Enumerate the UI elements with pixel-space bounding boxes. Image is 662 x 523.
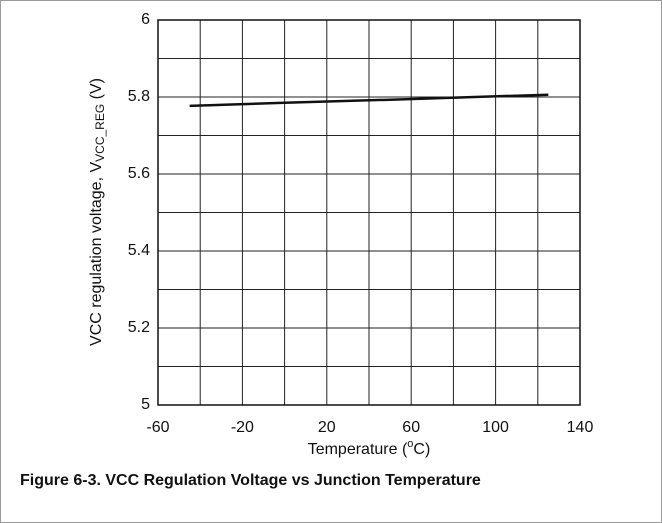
y-tick-label: 5.2: [128, 319, 150, 336]
plot-frame: [157, 19, 581, 406]
x-label-main: Temperature (: [308, 441, 408, 458]
x-tick-label: 20: [318, 419, 336, 436]
y-tick-label: 5.8: [128, 88, 150, 105]
x-label-unit: C): [413, 441, 430, 458]
x-tick-label: -60: [146, 419, 169, 436]
y-label-sub: VCC_REG: [93, 104, 107, 162]
y-label-unit: (V): [88, 78, 105, 104]
x-tick-label: 100: [482, 419, 509, 436]
x-axis-label: Temperature (oC): [308, 438, 431, 458]
y-tick-label: 5.4: [128, 242, 150, 259]
y-tick-label: 6: [141, 11, 150, 28]
y-tick-label: 5: [141, 396, 150, 413]
y-tick-label: 5.6: [128, 165, 150, 182]
y-label-main: VCC regulation voltage, V: [88, 162, 105, 346]
x-tick-label: 140: [567, 419, 594, 436]
x-label-sup: o: [407, 438, 413, 450]
x-tick-label: 60: [402, 419, 420, 436]
data-line: [189, 93, 549, 108]
x-tick-label: -20: [231, 419, 254, 436]
caption: Figure 6-3. VCC Regulation Voltage vs Ju…: [20, 472, 481, 489]
y-axis-label: VCC regulation voltage, VVCC_REG (V): [88, 78, 107, 346]
